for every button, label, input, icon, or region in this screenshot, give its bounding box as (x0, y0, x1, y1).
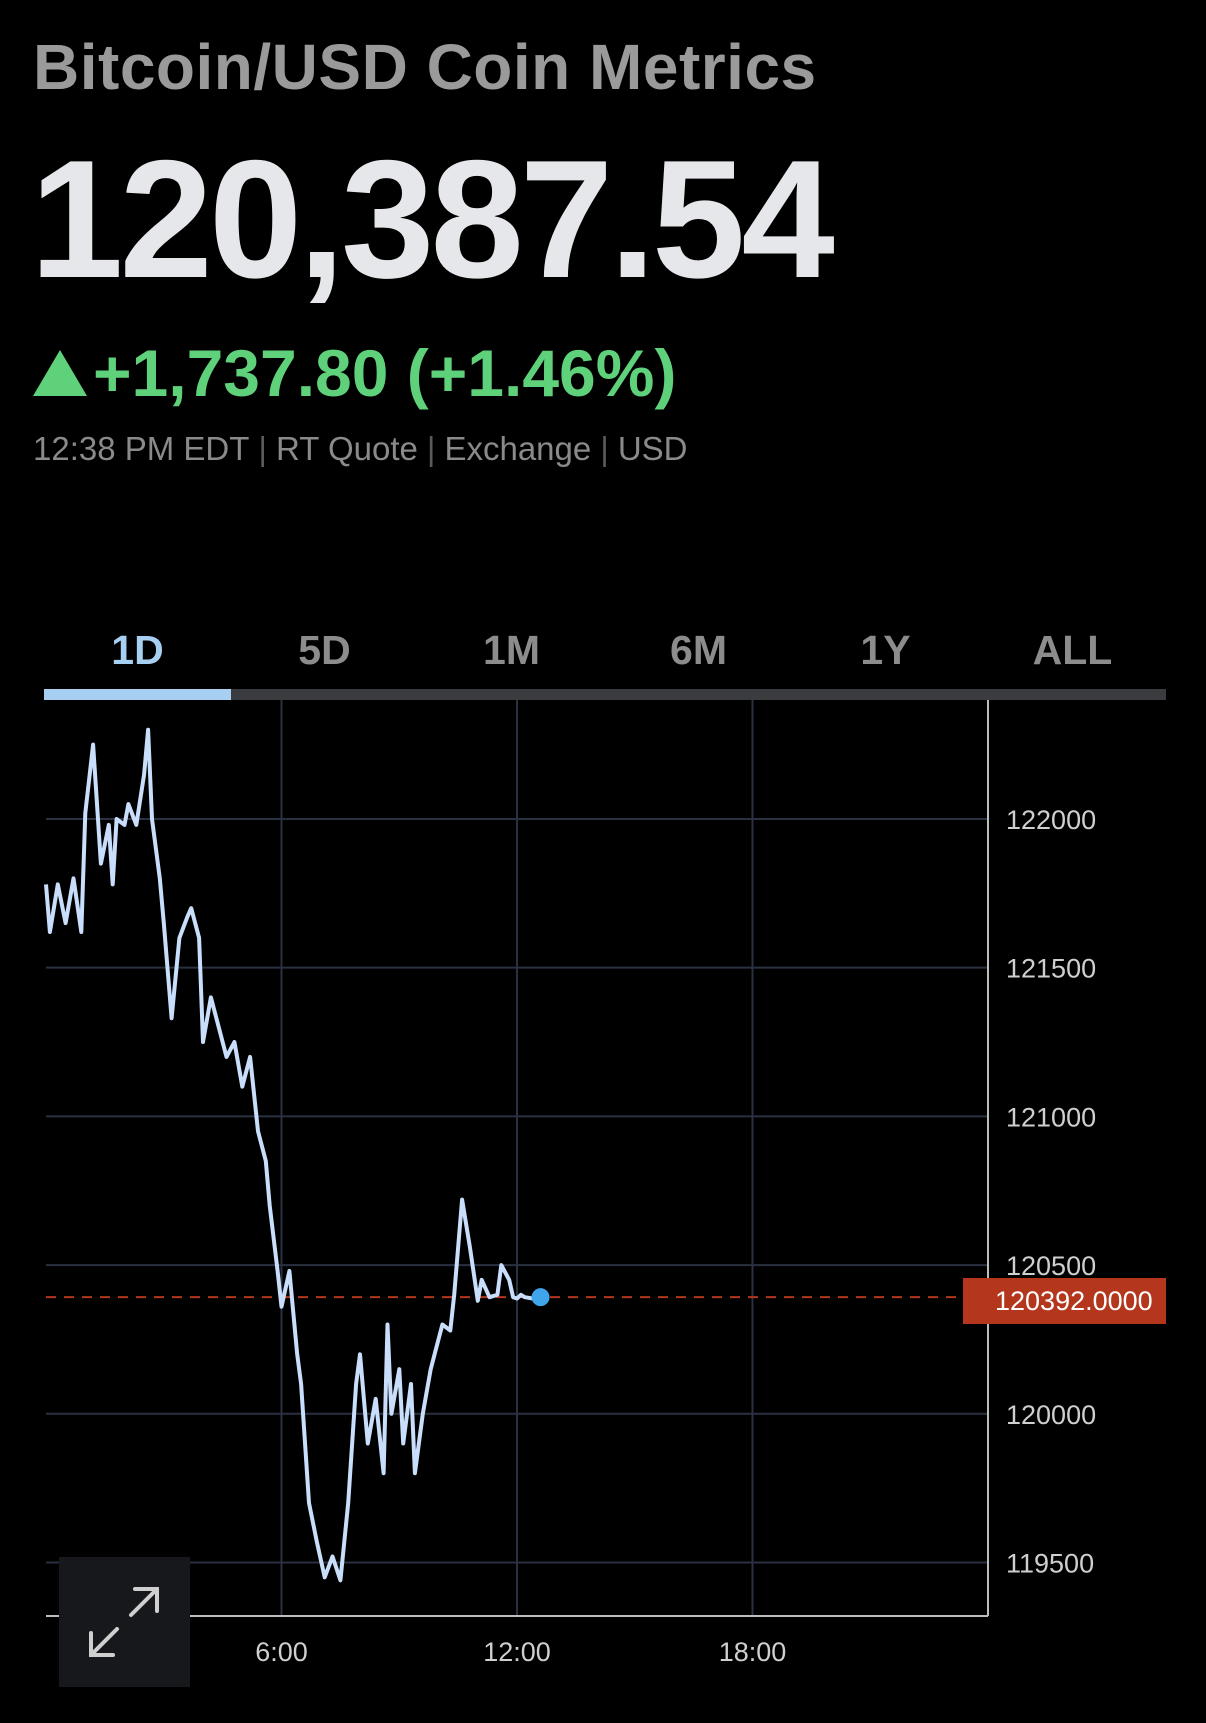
tab-track (44, 689, 1166, 700)
price-change: +1,737.80 (+1.46%) (33, 335, 676, 411)
x-tick-label: 18:00 (719, 1637, 787, 1667)
y-tick-label: 121000 (1006, 1102, 1096, 1132)
triangle-up-icon (33, 350, 87, 396)
tab-6m[interactable]: 6M (670, 627, 727, 673)
last-price: 120,387.54 (30, 125, 835, 313)
quote-currency: USD (617, 430, 688, 467)
last-price-point (531, 1288, 550, 1307)
tab-1d[interactable]: 1D (111, 627, 164, 673)
range-tabs: 1D 5D 1M 6M 1Y ALL (44, 620, 1166, 700)
separator: | (600, 430, 609, 467)
quote-time: 12:38 PM EDT (33, 430, 250, 467)
x-tick-label: 6:00 (255, 1637, 308, 1667)
price-change-value: +1,737.80 (+1.46%) (93, 336, 677, 410)
tab-all[interactable]: ALL (1032, 627, 1113, 673)
y-tick-label: 120500 (1006, 1251, 1096, 1281)
price-series-line (44, 727, 541, 1583)
current-price-tag: 120392.0000 (963, 1278, 1166, 1324)
quote-meta: 12:38 PM EDT | RT Quote | Exchange | USD (33, 430, 688, 468)
x-tick-label: 12:00 (483, 1637, 551, 1667)
expand-chart-button[interactable] (59, 1557, 190, 1687)
separator: | (426, 430, 436, 467)
tab-1m[interactable]: 1M (483, 627, 540, 673)
price-chart[interactable]: 122000 121500 121000 120500 120000 119500 6:00… (0, 700, 1206, 1680)
tab-1y[interactable]: 1Y (860, 627, 911, 673)
quote-type: RT Quote (276, 430, 418, 467)
y-tick-label: 119500 (1006, 1548, 1094, 1578)
tab-5d[interactable]: 5D (298, 627, 351, 673)
current-price-tag-label: 120392.0000 (995, 1286, 1153, 1316)
y-tick-label: 122000 (1006, 805, 1096, 835)
chart-canvas[interactable]: 122000 121500 121000 120500 120000 119500 6:00… (0, 700, 1206, 1680)
separator: | (258, 430, 267, 467)
y-tick-label: 120000 (1006, 1400, 1096, 1430)
expand-arrows-icon (89, 1587, 159, 1657)
active-tab-indicator (44, 689, 231, 700)
quote-exchange: Exchange (444, 430, 592, 467)
instrument-title: Bitcoin/USD Coin Metrics (33, 31, 817, 103)
y-tick-label: 121500 (1006, 954, 1096, 984)
